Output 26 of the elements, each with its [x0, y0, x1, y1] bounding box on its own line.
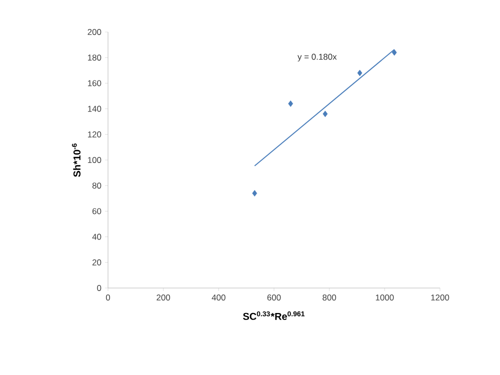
point: [392, 49, 397, 56]
y-tick-label: 100: [88, 157, 102, 163]
point: [322, 110, 328, 118]
x-tick-label: 600: [267, 294, 281, 301]
y-tick-label: 40: [92, 234, 102, 240]
point: [252, 190, 258, 196]
y-tick-label: 160: [88, 80, 102, 86]
x-tick-label: 400: [212, 294, 226, 301]
point: [357, 70, 362, 76]
y-tick-label: 180: [88, 54, 102, 61]
y-tick-label: 80: [92, 182, 102, 189]
x-tick-label: 1000: [376, 294, 394, 301]
annotation: y = 0.180x: [298, 54, 337, 62]
y-axis-title: Sh*10$^{-6}$: [72, 144, 81, 177]
point: [288, 100, 294, 107]
x-tick-label: 800: [322, 294, 336, 301]
y-tick-label: 60: [92, 208, 102, 214]
x-tick-label: 0: [106, 294, 110, 301]
x-axis-title: SC$^{0.33}$*Re$^{0.961}$: [243, 311, 305, 320]
y-tick-label: 120: [88, 131, 102, 138]
y-tick-label: 20: [92, 259, 102, 266]
x-tick-label: 200: [156, 294, 170, 301]
y-tick-label: 200: [88, 29, 102, 35]
x-tick-label: 1200: [431, 294, 450, 301]
y-tick-label: 0: [97, 285, 102, 291]
y-tick-label: 140: [88, 106, 102, 112]
